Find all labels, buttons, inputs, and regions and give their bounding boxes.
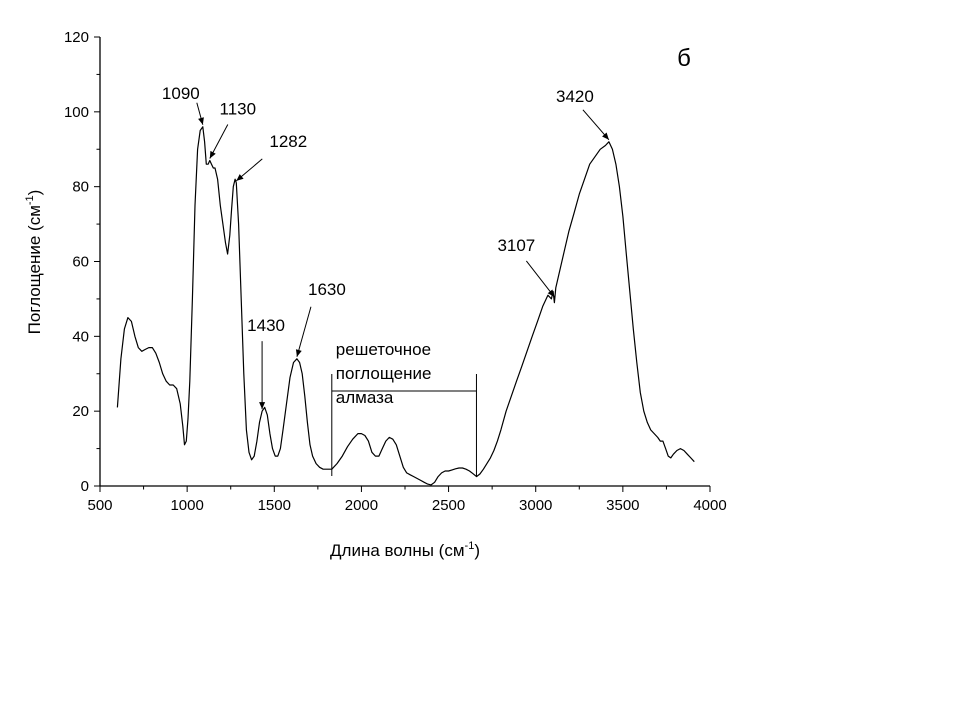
y-axis-title-text: Поглощение (см [25,205,44,334]
x-tick-label: 500 [87,497,112,514]
panel-label: б [677,45,691,72]
y-axis-title-close: ) [25,190,44,196]
x-axis-ticks: 500 1000 1500 2000 2500 3000 3500 4000 [87,486,727,514]
x-tick-label: 2000 [345,497,378,514]
peak-label: 1090 [162,84,200,103]
y-tick-label: 40 [72,328,89,345]
x-tick-label: 1500 [258,497,291,514]
y-axis-title: Поглощение (см-1) [24,190,44,335]
series-group [116,126,695,486]
y-tick-label: 80 [72,179,89,196]
y-tick-label: 120 [64,29,89,46]
region-label-line: решеточное [336,340,431,359]
y-tick-label: 20 [72,403,89,420]
x-axis-title-close: ) [474,541,480,560]
x-axis-title: Длина волны (см-1) [330,540,480,560]
peak-label: 1630 [308,280,346,299]
lattice-absorption-region: решеточное поглощение алмаза [331,340,477,476]
x-tick-label: 4000 [693,497,726,514]
x-axis-title-text: Длина волны (см [330,541,465,560]
peak-arrowhead [295,349,302,357]
axes [99,37,710,487]
peak-arrowhead [198,117,204,125]
y-tick-label: 100 [64,104,89,121]
x-tick-label: 3500 [606,497,639,514]
peak-label: 1430 [247,316,285,335]
y-tick-label: 60 [72,254,89,271]
peak-arrow-line [525,260,555,298]
y-tick-label: 0 [81,478,89,495]
y-axis-ticks: 0 20 40 60 80 100 120 [64,29,100,495]
y-axis-title-superscript: -1 [24,195,36,205]
peak-arrowhead [209,150,216,159]
peak-arrowhead [236,174,244,181]
peak-arrowhead [547,289,555,297]
peak-arrowhead [602,132,609,140]
spectrum-line [116,126,695,486]
region-label-line: алмаза [336,388,394,407]
x-tick-label: 2500 [432,497,465,514]
peak-arrowhead [259,402,266,410]
peak-label: 1130 [220,99,257,118]
peak-label: 3420 [556,87,594,106]
peak-arrow-line [296,306,312,357]
peak-label: 1282 [269,132,307,151]
x-tick-label: 3000 [519,497,552,514]
region-label-line: поглощение [336,364,432,383]
peak-label: 3107 [497,236,535,255]
peak-annotations: 1090 1130 1282 1430 1630 3107 3420 [162,84,610,410]
x-axis-title-superscript: -1 [465,540,475,552]
x-tick-label: 1000 [170,497,203,514]
